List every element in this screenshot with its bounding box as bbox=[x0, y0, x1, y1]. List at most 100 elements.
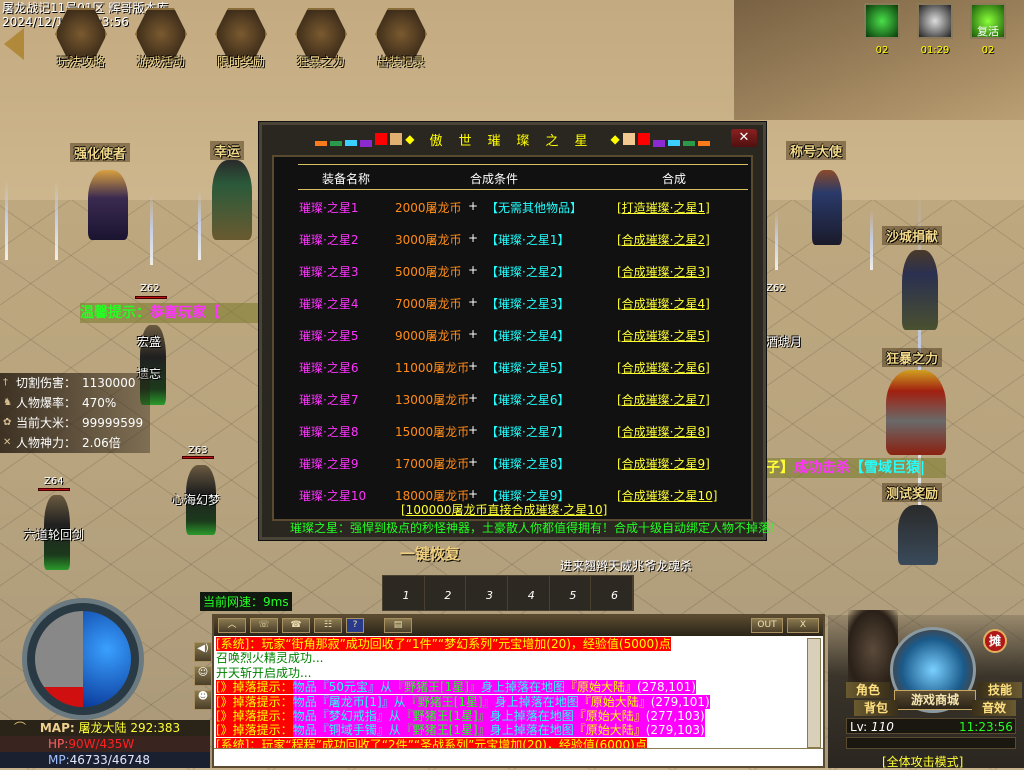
chat-messages: [系统]：玩家“街角那寂”成功回收了“1件”“梦幻系列”元宝增加(20)，经验值… bbox=[216, 637, 794, 752]
skill-slot[interactable]: 3 bbox=[466, 576, 509, 610]
skill-slot[interactable]: 1 bbox=[383, 576, 425, 610]
help-icon[interactable]: ? bbox=[346, 618, 364, 633]
npc-figure[interactable] bbox=[812, 170, 842, 245]
slot-number: 2 bbox=[444, 589, 452, 602]
menu-limited-rewards[interactable]: 限时奖励 bbox=[216, 55, 265, 69]
synthesize-link[interactable]: [合成璀璨·之星2] bbox=[617, 233, 710, 247]
synthesis-row: 璀璨·之星8 15000屠龙币 + 【璀璨·之星7】 [合成璀璨·之星8] bbox=[274, 421, 751, 441]
chat-segment: 身上掉落在地图 bbox=[489, 708, 574, 723]
stall-button[interactable]: 摊 bbox=[983, 629, 1007, 653]
character-button[interactable]: 角色 bbox=[846, 682, 890, 698]
chat-segment: 『野猪王[1星]』 bbox=[391, 680, 481, 695]
player-hp-bar bbox=[38, 488, 70, 491]
group-icon[interactable]: ☺ bbox=[194, 666, 212, 686]
npc-figure[interactable] bbox=[88, 170, 128, 240]
synthesize-link[interactable]: [合成璀璨·之星5] bbox=[617, 329, 710, 343]
attack-mode-button[interactable]: [全体攻击模式] bbox=[882, 755, 964, 769]
chat-segment: 开天斩开启成功... bbox=[216, 665, 312, 680]
chat-close-button[interactable]: X bbox=[787, 618, 819, 633]
menu-guide[interactable]: 玩法攻略 bbox=[56, 55, 105, 69]
synthesize-link[interactable]: [合成璀璨·之星10] bbox=[617, 489, 718, 503]
npc-figure[interactable] bbox=[902, 250, 938, 330]
sound-button[interactable]: 音效 bbox=[972, 700, 1016, 716]
synthesize-link[interactable]: [合成璀璨·之星3] bbox=[617, 265, 710, 279]
npc-figure[interactable] bbox=[212, 160, 252, 240]
stat-value: 470% bbox=[82, 396, 117, 410]
chat-out-button[interactable]: OUT bbox=[751, 618, 783, 633]
item-cost: 15000屠龙币 bbox=[395, 425, 470, 439]
drum-icon[interactable] bbox=[135, 8, 187, 60]
hp-bar: HP:90W/435W bbox=[0, 736, 210, 752]
item-requirement: 【璀璨·之星8】 bbox=[486, 457, 570, 471]
chat-channel-button[interactable]: ☎ bbox=[282, 618, 310, 633]
stat-drop-rate: ♞ 人物爆率： 470% bbox=[0, 393, 150, 413]
item-requirement: 【璀璨·之星7】 bbox=[486, 425, 570, 439]
synthesize-link[interactable]: [合成璀璨·之星4] bbox=[617, 297, 710, 311]
synthesize-link[interactable]: [合成璀璨·之星7] bbox=[617, 393, 710, 407]
sword-icon: † bbox=[3, 377, 8, 388]
chat-channel-button[interactable]: ☷ bbox=[314, 618, 342, 633]
chat-bubble-icon[interactable]: ▤ bbox=[384, 618, 412, 633]
color-square bbox=[390, 133, 403, 145]
speaker-icon[interactable]: ◀) bbox=[194, 642, 212, 662]
npc-label-title[interactable]: 称号大使 bbox=[786, 141, 847, 160]
npc-label-berserk[interactable]: 狂暴之力 bbox=[882, 348, 943, 367]
item-name: 璀璨·之星1 bbox=[299, 201, 359, 215]
synthesize-link[interactable]: [合成璀璨·之星6] bbox=[617, 361, 710, 375]
item-requirement: 【璀璨·之星5】 bbox=[486, 361, 570, 375]
chat-channel-button[interactable]: ☏ bbox=[250, 618, 278, 633]
npc-label-donate[interactable]: 沙城捐献 bbox=[882, 226, 943, 245]
one-key-restore-button[interactable]: 一键恢复 bbox=[400, 545, 461, 563]
chat-input[interactable] bbox=[214, 748, 823, 766]
chat-segment: 物品『梦幻戒指』从 bbox=[292, 708, 401, 723]
item-cost: 18000屠龙币 bbox=[395, 489, 470, 503]
bag-button[interactable]: 背包 bbox=[854, 700, 898, 716]
item-name: 璀璨·之星6 bbox=[299, 361, 359, 375]
chat-segment: [》掉落提示： bbox=[216, 694, 293, 709]
player-name[interactable]: 酒琥月 bbox=[766, 335, 803, 349]
npc-label-luck[interactable]: 幸运 bbox=[210, 141, 245, 160]
skill-slot[interactable]: 5 bbox=[550, 576, 592, 610]
chat-channel-button[interactable]: ︿ bbox=[218, 618, 246, 633]
player-level: Z63 bbox=[188, 445, 208, 456]
chat-message: [系统]：玩家“街角那寂”成功回收了“1件”“梦幻系列”元宝增加(20)，经验值… bbox=[216, 637, 794, 651]
player-hp-bar bbox=[135, 296, 167, 299]
menu-gear-log[interactable]: 出装记录 bbox=[376, 55, 425, 69]
player-figure[interactable] bbox=[186, 465, 216, 535]
skill-slot[interactable]: 2 bbox=[425, 576, 467, 610]
map-coords: 292:383 bbox=[130, 721, 181, 735]
player-name[interactable]: 心海幻梦 bbox=[172, 493, 221, 507]
chat-segment: 召唤烈火精灵成功... bbox=[216, 651, 324, 666]
color-bar bbox=[315, 140, 328, 146]
synthesize-link[interactable]: [打造璀璨·之星1] bbox=[617, 201, 710, 215]
player-name[interactable]: 六道轮回剑 bbox=[24, 528, 85, 542]
skill-slot[interactable]: 4 bbox=[508, 576, 550, 610]
hp-label: HP: bbox=[48, 737, 69, 751]
color-bar bbox=[345, 140, 358, 146]
skill-slot[interactable]: 6 bbox=[591, 576, 634, 610]
synthesize-link[interactable]: [合成璀璨·之星8] bbox=[617, 425, 710, 439]
skills-button[interactable]: 技能 bbox=[978, 682, 1022, 698]
revive-icon[interactable]: 复活 bbox=[970, 3, 1006, 39]
green-shield-icon[interactable] bbox=[864, 3, 900, 39]
close-icon[interactable]: ✕ bbox=[731, 129, 757, 147]
npc-figure[interactable] bbox=[886, 370, 946, 455]
npc-label-test-reward[interactable]: 测试奖励 bbox=[882, 483, 943, 502]
game-shop-button[interactable]: 游戏商城 bbox=[894, 690, 976, 710]
synthesize-link[interactable]: [合成璀璨·之星9] bbox=[617, 457, 710, 471]
npc-label-enhance[interactable]: 强化使者 bbox=[70, 143, 131, 162]
stat-label: 人物爆率： bbox=[16, 396, 77, 410]
crossed-swords-icon: ✕ bbox=[3, 437, 12, 448]
dialog-title-bar: ◆ 傲世璀璨之星 ◆ bbox=[262, 125, 763, 153]
back-arrow-icon[interactable] bbox=[4, 28, 24, 60]
menu-berserk[interactable]: 狂暴之力 bbox=[296, 55, 345, 69]
menu-events[interactable]: 游戏活动 bbox=[136, 55, 185, 69]
direct-synthesis-link[interactable]: [100000屠龙币直接合成璀璨·之星10] bbox=[401, 503, 608, 517]
npc-figure[interactable] bbox=[898, 505, 938, 565]
chat-scrollbar[interactable] bbox=[807, 638, 821, 748]
color-square bbox=[622, 133, 635, 145]
friends-icon[interactable]: ☻ bbox=[194, 690, 212, 710]
player-name[interactable]: 宏盛 bbox=[137, 335, 162, 349]
claw-icon[interactable] bbox=[917, 3, 953, 39]
player-figure[interactable] bbox=[44, 495, 70, 570]
